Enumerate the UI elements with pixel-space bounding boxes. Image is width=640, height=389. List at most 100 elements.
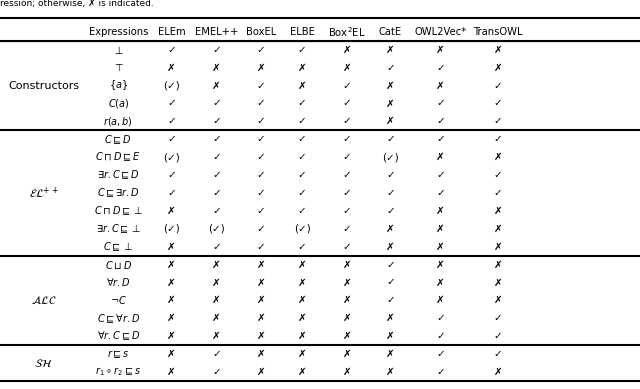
Text: ✓: ✓ [212,367,221,377]
Text: ✗: ✗ [257,295,266,305]
Text: $C \sqcup D$: $C \sqcup D$ [105,259,132,270]
Text: ✗: ✗ [342,295,351,305]
Text: $C(a)$: $C(a)$ [108,97,129,110]
Text: ✗: ✗ [386,81,395,91]
Text: $\forall r.D$: $\forall r.D$ [106,277,131,288]
Text: ✗: ✗ [342,45,351,55]
Text: ✓: ✓ [257,188,266,198]
Text: ✗: ✗ [167,277,176,287]
Text: ✗: ✗ [342,313,351,323]
Text: ✓: ✓ [493,313,502,323]
Text: ✗: ✗ [493,206,502,216]
Text: ✓: ✓ [342,170,351,180]
Text: ✓: ✓ [493,170,502,180]
Text: ✓: ✓ [212,170,221,180]
Text: ✓: ✓ [257,206,266,216]
Text: $C \sqsubseteq \exists r.D$: $C \sqsubseteq \exists r.D$ [97,187,140,199]
Text: ✗: ✗ [298,349,307,359]
Text: ✗: ✗ [298,295,307,305]
Text: Constructors: Constructors [8,81,79,91]
Text: $\mathcal{SH}$: $\mathcal{SH}$ [35,357,52,369]
Text: ✓: ✓ [436,98,445,109]
Text: ✓: ✓ [257,81,266,91]
Text: ✗: ✗ [386,367,395,377]
Text: ✗: ✗ [257,367,266,377]
Text: ✗: ✗ [436,206,445,216]
Text: ✓: ✓ [436,63,445,73]
Text: ✓: ✓ [212,152,221,162]
Text: ✓: ✓ [298,134,307,144]
Text: ✓: ✓ [386,188,395,198]
Text: (✓): (✓) [163,152,180,162]
Text: ✓: ✓ [493,98,502,109]
Text: ✓: ✓ [257,152,266,162]
Text: ✗: ✗ [167,331,176,341]
Text: ✓: ✓ [436,134,445,144]
Text: ✓: ✓ [386,206,395,216]
Text: ✓: ✓ [298,116,307,126]
Text: ✗: ✗ [212,295,221,305]
Text: ✗: ✗ [493,367,502,377]
Text: ✗: ✗ [167,259,176,270]
Text: ✗: ✗ [342,63,351,73]
Text: ✓: ✓ [342,116,351,126]
Text: ✓: ✓ [257,224,266,234]
Text: ✓: ✓ [342,206,351,216]
Text: ✗: ✗ [298,331,307,341]
Text: $C \sqcap D \sqsubseteq E$: $C \sqcap D \sqsubseteq E$ [95,151,141,163]
Text: ✗: ✗ [298,81,307,91]
Text: ✗: ✗ [257,331,266,341]
Text: ✓: ✓ [342,98,351,109]
Text: ✓: ✓ [493,81,502,91]
Text: $\neg C$: $\neg C$ [110,294,127,306]
Text: OWL2Vec*: OWL2Vec* [414,27,467,37]
Text: $\{a\}$: $\{a\}$ [109,79,128,93]
Text: $\mathcal{ALC}$: $\mathcal{ALC}$ [31,294,56,306]
Text: ✗: ✗ [436,45,445,55]
Text: ✗: ✗ [493,152,502,162]
Text: ✓: ✓ [436,349,445,359]
Text: ✓: ✓ [167,45,176,55]
Text: ✗: ✗ [342,331,351,341]
Text: (✓): (✓) [208,224,225,234]
Text: ✗: ✗ [436,242,445,252]
Text: $\exists r.C \sqsubseteq D$: $\exists r.C \sqsubseteq D$ [97,169,140,181]
Text: ✓: ✓ [386,134,395,144]
Text: $\forall r.C \sqsubseteq D$: $\forall r.C \sqsubseteq D$ [97,330,140,342]
Text: ✓: ✓ [493,331,502,341]
Text: ✓: ✓ [386,63,395,73]
Text: ✓: ✓ [342,134,351,144]
Text: ✗: ✗ [342,349,351,359]
Text: ✗: ✗ [212,331,221,341]
Text: ✓: ✓ [257,98,266,109]
Text: $\mathcal{EL}^{++}$: $\mathcal{EL}^{++}$ [29,185,58,201]
Text: ✗: ✗ [493,277,502,287]
Text: ✓: ✓ [298,98,307,109]
Text: ✓: ✓ [257,242,266,252]
Text: ✓: ✓ [436,367,445,377]
Text: ✗: ✗ [436,224,445,234]
Text: ✗: ✗ [436,277,445,287]
Text: ✓: ✓ [257,45,266,55]
Text: ✗: ✗ [298,259,307,270]
Text: ✗: ✗ [493,224,502,234]
Text: (✓): (✓) [163,81,180,91]
Text: ✓: ✓ [298,242,307,252]
Text: TransOWL: TransOWL [473,27,523,37]
Text: (✓): (✓) [163,224,180,234]
Text: $\exists r.C \sqsubseteq \bot$: $\exists r.C \sqsubseteq \bot$ [95,223,141,235]
Text: ✓: ✓ [342,188,351,198]
Text: ✗: ✗ [386,45,395,55]
Text: ✗: ✗ [298,313,307,323]
Text: ✗: ✗ [436,81,445,91]
Text: ELBE: ELBE [290,27,314,37]
Text: $C \sqsubseteq \bot$: $C \sqsubseteq \bot$ [103,240,134,253]
Text: (✓): (✓) [382,152,399,162]
Text: ✓: ✓ [436,188,445,198]
Text: ✗: ✗ [493,242,502,252]
Text: $\top$: $\top$ [113,63,124,73]
Text: ✗: ✗ [493,295,502,305]
Text: ✓: ✓ [386,277,395,287]
Text: ✓: ✓ [436,170,445,180]
Text: ✓: ✓ [436,116,445,126]
